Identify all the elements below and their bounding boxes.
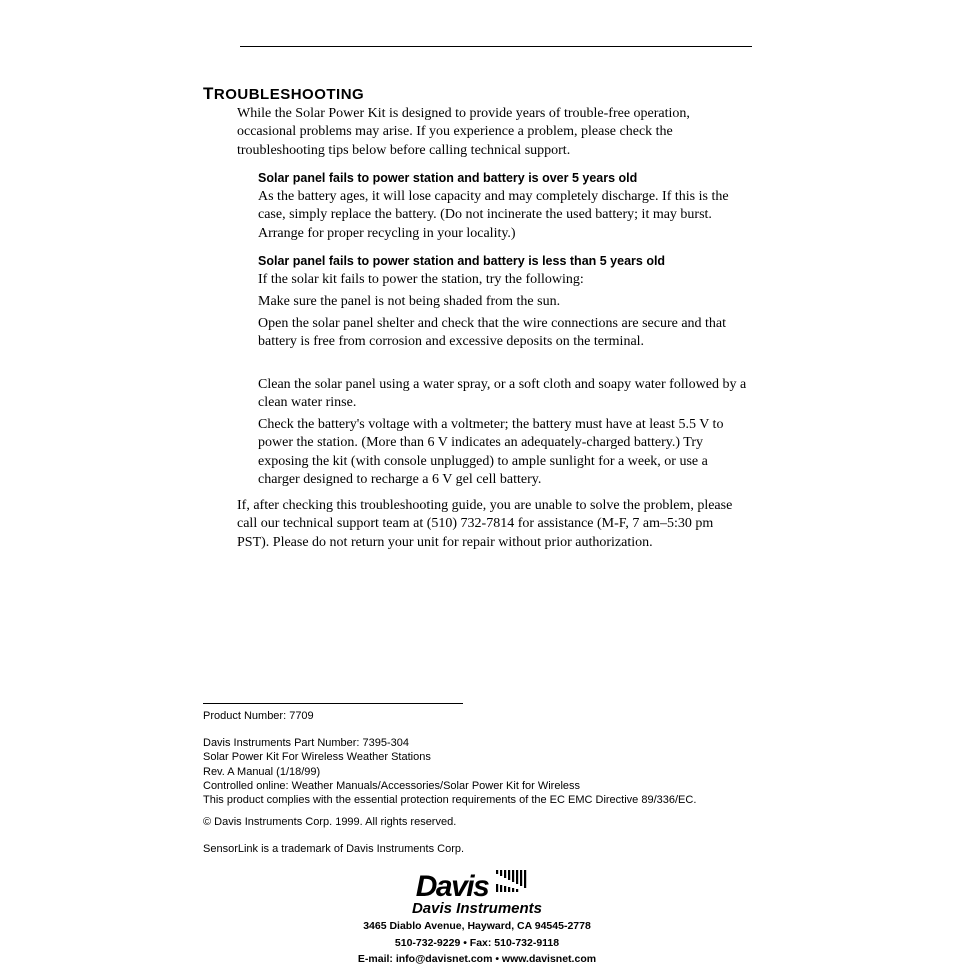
contact-email-web: E-mail: info@davisnet.com • www.davisnet… (0, 952, 954, 967)
footer-horizontal-rule (203, 703, 463, 704)
logo-bars-icon (496, 870, 538, 897)
subsection-2-p5: Check the battery's voltage with a voltm… (258, 416, 752, 490)
subsection-2-p1: If the solar kit fails to power the stat… (258, 271, 748, 289)
section-heading: TROUBLESHOOTING (203, 84, 364, 104)
logo-wordmark: Davis (416, 870, 489, 904)
top-horizontal-rule (240, 46, 752, 47)
subsection-2-title: Solar panel fails to power station and b… (258, 254, 665, 268)
contact-address: 3465 Diablo Avenue, Hayward, CA 94545-27… (0, 919, 954, 934)
intro-paragraph: While the Solar Power Kit is designed to… (237, 105, 747, 160)
footer-product-number: Product Number: 7709 (203, 709, 314, 723)
subsection-2-p2: Make sure the panel is not being shaded … (258, 293, 748, 311)
contact-phone-fax: 510-732-9229 • Fax: 510-732-9118 (0, 936, 954, 951)
company-logo-block: Davis (0, 870, 954, 967)
subsection-1-title: Solar panel fails to power station and b… (258, 171, 637, 185)
closing-paragraph: If, after checking this troubleshooting … (237, 497, 749, 552)
heading-rest: ROUBLESHOOTING (214, 86, 364, 103)
footer-part-info: Davis Instruments Part Number: 7395-304 … (203, 736, 763, 807)
document-page: TROUBLESHOOTING While the Solar Power Ki… (0, 0, 954, 954)
subsection-1-body: As the battery ages, it will lose capaci… (258, 188, 748, 243)
subsection-2-p4: Clean the solar panel using a water spra… (258, 376, 748, 413)
heading-dropcap: T (203, 84, 214, 103)
logo-subtitle: Davis Instruments (0, 900, 954, 917)
footer-trademark: SensorLink is a trademark of Davis Instr… (203, 842, 464, 856)
subsection-2-p3: Open the solar panel shelter and check t… (258, 315, 748, 352)
footer-copyright: © Davis Instruments Corp. 1999. All righ… (203, 815, 456, 829)
